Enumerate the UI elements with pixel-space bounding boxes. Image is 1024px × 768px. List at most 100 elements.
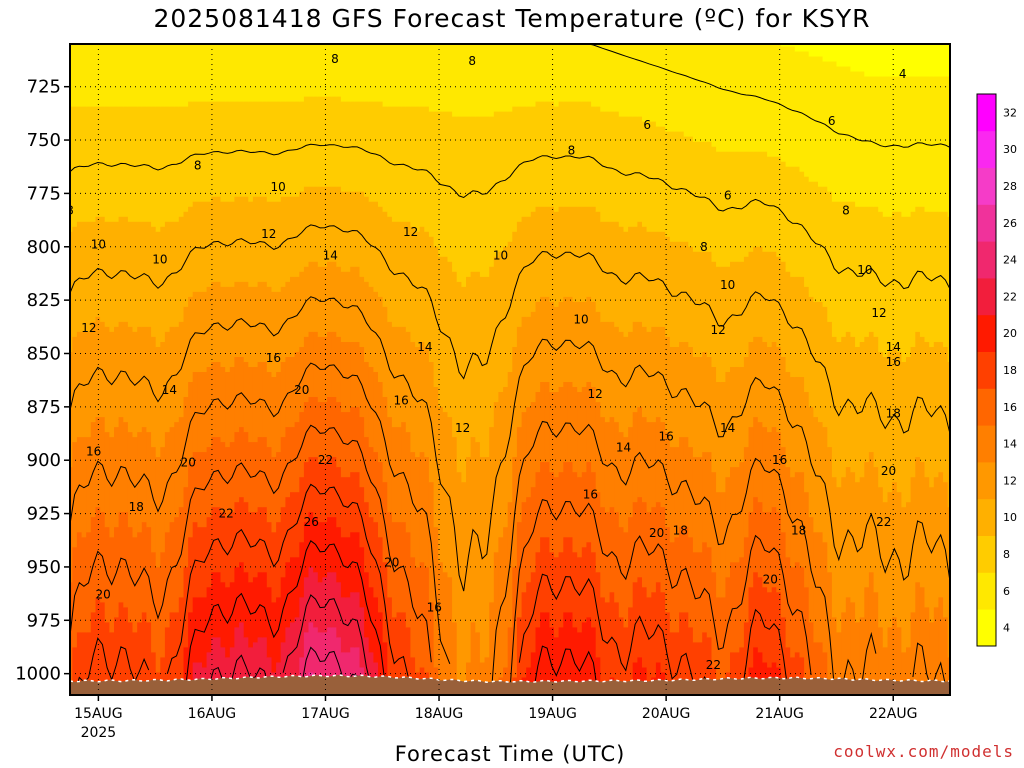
band-cell (257, 44, 263, 103)
band-cell (716, 44, 722, 153)
band-cell (132, 221, 138, 333)
band-cell (655, 582, 662, 663)
credit-link[interactable]: coolwx.com/models (833, 742, 1014, 761)
band-cell (327, 96, 333, 188)
band-cell (340, 44, 347, 103)
colorbar-tick-label: 6 (1003, 585, 1010, 598)
band-cell (873, 592, 879, 695)
band-cell (359, 101, 365, 193)
contour-label: 18 (129, 500, 144, 514)
band-cell (81, 331, 87, 438)
band-cell (123, 106, 129, 218)
band-cell (771, 507, 777, 588)
band-cell (215, 281, 222, 363)
band-cell (679, 131, 685, 243)
band-cell (424, 567, 430, 674)
band-cell (790, 44, 796, 48)
band-cell (118, 44, 124, 108)
band-cell (864, 336, 870, 463)
band-cell (81, 632, 87, 695)
band-cell (929, 347, 935, 488)
contour-label: 8 (331, 52, 339, 66)
band-cell (878, 76, 884, 213)
band-cell (739, 647, 745, 695)
band-cell (919, 587, 926, 695)
band-cell (716, 382, 722, 493)
band-cell (76, 44, 83, 108)
colorbar-segment (977, 351, 996, 389)
band-cell (845, 201, 851, 333)
band-cell (81, 106, 87, 223)
band-cell (915, 582, 921, 695)
colorbar-frame (976, 93, 997, 647)
band-cell (109, 537, 115, 633)
contour-label: 14 (720, 421, 735, 435)
band-cell (86, 331, 92, 438)
band-cell (215, 44, 222, 103)
contour-label: 16 (427, 600, 442, 614)
band-cell (855, 622, 861, 695)
band-cell (595, 211, 601, 313)
band-cell (549, 44, 555, 103)
band-cell (146, 106, 152, 223)
band-cell (604, 221, 611, 323)
band-cell (882, 647, 888, 695)
band-cell (868, 206, 875, 333)
band-cell (70, 106, 73, 233)
band-cell (688, 44, 694, 138)
band-cell (554, 637, 560, 695)
band-cell (674, 632, 680, 695)
band-cell (391, 617, 398, 695)
band-cell (586, 296, 592, 383)
band-cell (340, 537, 347, 598)
contour-label: 16 (886, 355, 901, 369)
band-cell (572, 101, 578, 208)
contour-label: 8 (568, 144, 576, 158)
band-cell (76, 331, 83, 438)
band-cell (669, 131, 675, 243)
band-cell (526, 106, 532, 218)
band-cell (243, 196, 249, 283)
band-cell (248, 201, 254, 288)
band-cell (109, 221, 115, 333)
band-cell (206, 652, 212, 695)
band-cell (470, 44, 476, 118)
band-cell (401, 221, 407, 328)
plot-frame (69, 43, 951, 696)
band-cell (419, 226, 425, 343)
band-cell (308, 331, 314, 398)
band-cell (711, 367, 717, 473)
band-cell (493, 44, 499, 113)
band-cell (160, 552, 166, 659)
band-cell (276, 101, 282, 203)
band-cell (350, 592, 356, 648)
band-cell (554, 211, 560, 308)
band-cell (86, 44, 92, 108)
band-cell (790, 276, 796, 378)
x-axis: 15AUG 2025 16AUG 17AUG 18AUG 19AUG 20AUG 21AUG 2… (74, 695, 917, 741)
band-cell (127, 622, 134, 695)
band-cell (563, 296, 569, 383)
band-cell (169, 221, 175, 328)
band-cell (340, 477, 347, 538)
band-cell (535, 206, 541, 303)
band-cell (757, 246, 763, 338)
band-cell (132, 106, 138, 223)
band-cell (762, 151, 768, 253)
band-cell (794, 44, 800, 53)
band-cell (484, 276, 490, 458)
contour-label: 14 (417, 340, 432, 354)
band-cell (466, 457, 472, 663)
band-cell (767, 592, 773, 668)
band-cell (350, 44, 356, 103)
band-cell (72, 547, 78, 649)
band-cell (257, 437, 263, 508)
band-cell (804, 492, 810, 588)
band-cell (239, 196, 245, 283)
band-cell (466, 276, 472, 458)
band-cell (225, 101, 231, 203)
band-cell (692, 642, 699, 695)
band-cell (331, 261, 337, 333)
contour-label: 8 (66, 203, 74, 217)
band-cell (415, 347, 421, 458)
